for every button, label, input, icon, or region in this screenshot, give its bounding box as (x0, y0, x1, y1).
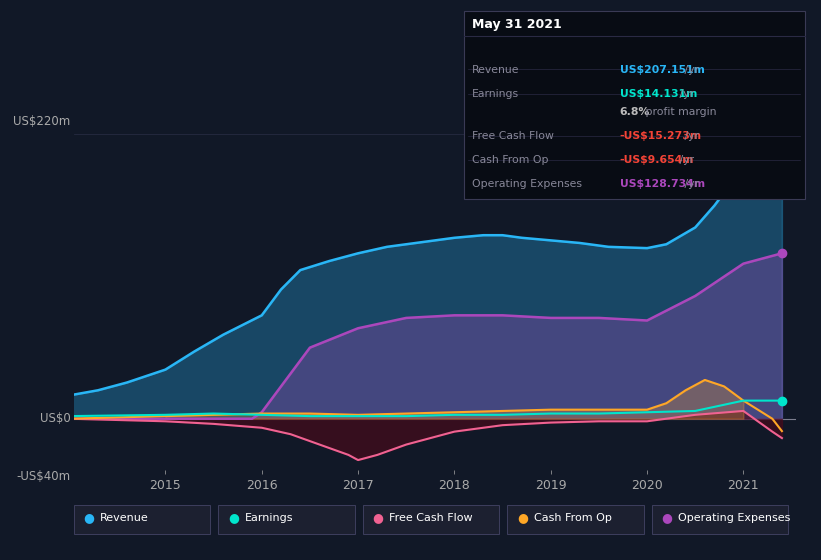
Text: /yr: /yr (676, 155, 694, 165)
Text: Free Cash Flow: Free Cash Flow (389, 513, 473, 523)
Text: /yr: /yr (681, 131, 699, 141)
Text: /yr: /yr (681, 65, 699, 75)
Text: -US$9.654m: -US$9.654m (620, 155, 695, 165)
Text: US$207.151m: US$207.151m (620, 65, 704, 75)
Text: 6.8%: 6.8% (620, 107, 650, 117)
Text: Cash From Op: Cash From Op (472, 155, 548, 165)
Text: May 31 2021: May 31 2021 (472, 18, 562, 31)
Text: Operating Expenses: Operating Expenses (472, 179, 582, 189)
Text: Revenue: Revenue (100, 513, 149, 523)
Text: ●: ● (517, 511, 528, 525)
Text: ●: ● (228, 511, 239, 525)
Text: profit margin: profit margin (642, 107, 717, 117)
Text: ●: ● (373, 511, 383, 525)
Text: ●: ● (84, 511, 94, 525)
Text: Revenue: Revenue (472, 65, 520, 75)
Text: ●: ● (662, 511, 672, 525)
Text: Free Cash Flow: Free Cash Flow (472, 131, 554, 141)
Text: US$0: US$0 (39, 412, 71, 425)
Text: -US$15.273m: -US$15.273m (620, 131, 702, 141)
Text: -US$40m: -US$40m (16, 470, 71, 483)
Text: US$128.734m: US$128.734m (620, 179, 705, 189)
Text: US$14.131m: US$14.131m (620, 89, 697, 99)
Text: Cash From Op: Cash From Op (534, 513, 612, 523)
Text: Operating Expenses: Operating Expenses (678, 513, 791, 523)
Text: /yr: /yr (676, 89, 694, 99)
Text: /yr: /yr (681, 179, 699, 189)
Text: Earnings: Earnings (472, 89, 519, 99)
Text: US$220m: US$220m (13, 115, 71, 128)
Text: Earnings: Earnings (245, 513, 293, 523)
